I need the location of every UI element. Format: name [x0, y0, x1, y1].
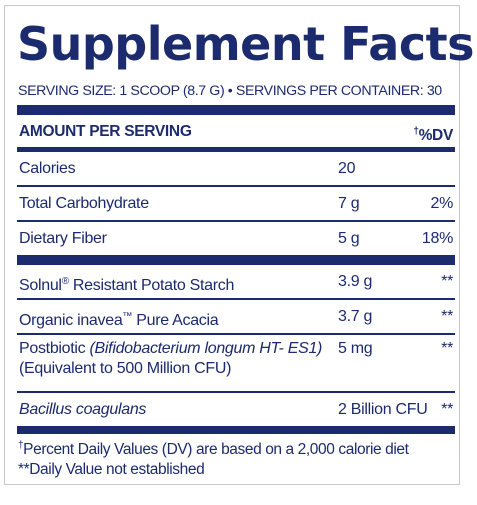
nutrient-row: Total Carbohydrate 7 g 2%: [17, 187, 455, 220]
ingredient-dv: **: [441, 401, 453, 418]
medium-divider: [17, 147, 455, 152]
dagger-mark: †: [18, 440, 24, 451]
row-divider: [17, 333, 455, 335]
trademark-mark: ™: [122, 311, 133, 322]
amount-header: AMOUNT PER SERVING: [19, 123, 192, 140]
nutrient-amount: 7 g: [338, 195, 360, 212]
ingredient-name: Bacillus coagulans: [19, 401, 147, 418]
ingredient-equivalent: (Equivalent to 500 Million CFU): [19, 360, 232, 377]
serving-info: SERVING SIZE: 1 SCOOP (8.7 G) • SERVINGS…: [18, 83, 442, 99]
ingredient-row: Postbiotic (Bifidobacterium longum HT- E…: [17, 335, 455, 391]
nutrient-row: Dietary Fiber 5 g 18%: [17, 222, 455, 255]
nutrient-name: Calories: [19, 160, 76, 177]
ingredient-amount: 5 mg: [338, 340, 373, 357]
ingredient-amount: 3.7 g: [338, 308, 373, 325]
nutrient-amount: 20: [338, 160, 356, 177]
row-divider: [17, 391, 455, 393]
dagger-mark: †: [413, 126, 419, 137]
footnote-not-established: **Daily Value not established: [18, 461, 205, 478]
ingredient-dv: **: [441, 273, 453, 290]
nutrient-amount: 5 g: [338, 230, 360, 247]
ingredient-dv: **: [441, 308, 453, 325]
amount-header-row: AMOUNT PER SERVING †%DV: [17, 115, 455, 148]
ingredient-name: Organic inavea™ Pure Acacia: [19, 311, 219, 329]
row-divider: [17, 185, 455, 187]
ingredient-row: Solnul® Resistant Potato Starch 3.9 g **: [17, 265, 455, 298]
row-divider: [17, 298, 455, 300]
nutrient-name: Total Carbohydrate: [19, 195, 149, 212]
ingredient-dv: **: [441, 340, 453, 357]
registered-mark: ®: [61, 276, 69, 287]
panel-title: Supplement Facts: [17, 17, 475, 71]
nutrient-row: Calories 20: [17, 152, 455, 185]
footnote-dv: †Percent Daily Values (DV) are based on …: [18, 440, 409, 458]
dv-header: †%DV: [413, 115, 453, 152]
dv-header-label: %DV: [418, 127, 454, 144]
ingredient-row: Organic inavea™ Pure Acacia 3.7 g **: [17, 300, 455, 333]
thick-divider: [17, 105, 455, 115]
nutrient-dv: 2%: [430, 195, 453, 212]
supplement-facts-panel: Supplement Facts SERVING SIZE: 1 SCOOP (…: [4, 5, 475, 485]
nutrient-dv: 18%: [421, 230, 453, 247]
thick-divider: [17, 255, 455, 265]
ingredient-row: Bacillus coagulans 2 Billion CFU **: [17, 393, 455, 426]
ingredient-amount: 2 Billion CFU: [338, 401, 428, 418]
row-divider: [17, 220, 455, 222]
ingredient-amount: 3.9 g: [338, 273, 373, 290]
ingredient-name: Postbiotic (Bifidobacterium longum HT- E…: [19, 340, 323, 377]
strain-name: (Bifidobacterium longum HT- ES1): [89, 340, 323, 357]
thick-divider: [17, 426, 455, 434]
nutrient-name: Dietary Fiber: [19, 230, 107, 247]
ingredient-name: Solnul® Resistant Potato Starch: [19, 276, 235, 294]
